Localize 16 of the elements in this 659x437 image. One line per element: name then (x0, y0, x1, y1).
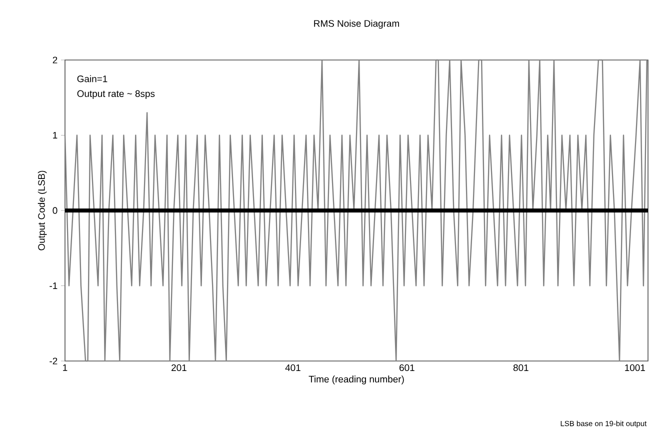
chart-title: RMS Noise Diagram (314, 20, 399, 29)
y-tick-label: 0 (52, 207, 58, 214)
x-tick-label: 401 (285, 364, 300, 372)
x-axis-title: Time (reading number) (308, 376, 404, 384)
y-axis-title: Output Code (LSB) (38, 170, 47, 250)
y-tick-label: -2 (50, 358, 58, 364)
y-tick-label: 2 (52, 56, 58, 64)
x-tick-label: 201 (172, 364, 186, 372)
y-tick-label: -1 (50, 282, 58, 290)
y-tick-label: 1 (53, 132, 58, 139)
annotation: Gain=1 (77, 75, 108, 82)
x-tick-label: 1 (63, 364, 68, 371)
x-tick-label: 1001 (625, 364, 645, 372)
x-tick-label: 801 (513, 364, 528, 372)
x-tick-label: 601 (400, 364, 414, 372)
annotation: Output rate ~ 8sps (77, 90, 155, 99)
